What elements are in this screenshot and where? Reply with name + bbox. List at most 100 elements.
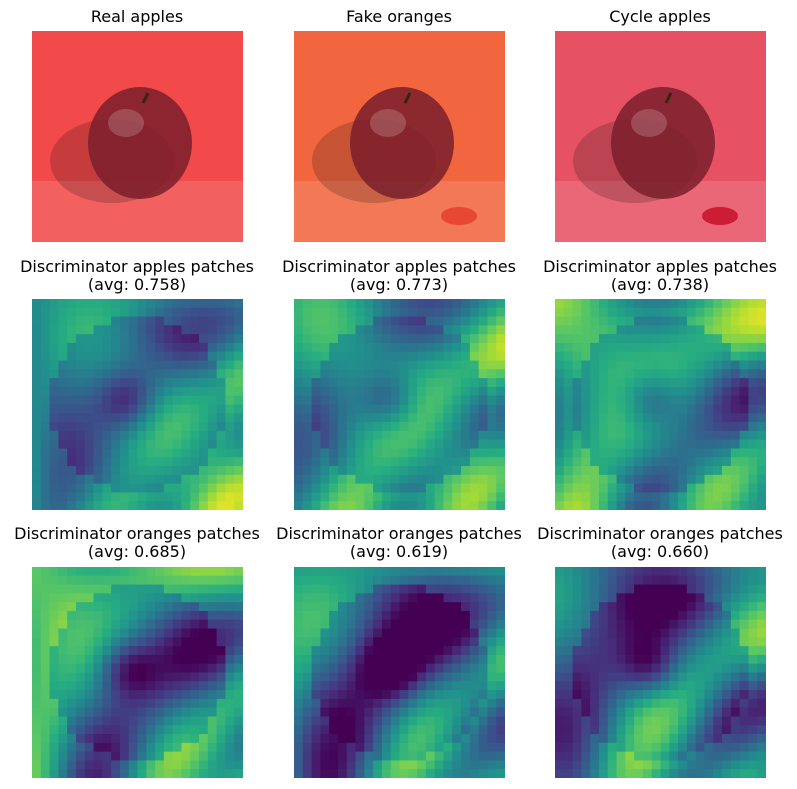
heatmap-cell: [722, 466, 732, 476]
heatmap-cell: [496, 439, 505, 450]
heatmap-cell: [563, 610, 574, 621]
heatmap-cell: [302, 342, 313, 353]
heatmap-cell: [634, 342, 644, 353]
heatmap-cell: [678, 725, 688, 735]
heatmap-cell: [146, 681, 156, 691]
heatmap-cell: [669, 351, 679, 362]
heatmap-cell: [496, 474, 505, 485]
heatmap-cell: [625, 483, 635, 494]
heatmap-cell: [757, 351, 766, 362]
heatmap-cell: [598, 628, 609, 638]
heatmap-cell: [651, 769, 662, 778]
heatmap-cell: [748, 422, 758, 432]
heatmap-cell: [686, 334, 697, 344]
heatmap-cell: [469, 299, 480, 309]
heatmap-cell: [443, 492, 453, 502]
heatmap-cell: [598, 698, 609, 709]
heatmap-cell: [302, 299, 313, 309]
heatmap-cell: [417, 663, 427, 674]
heatmap-cell: [399, 681, 409, 691]
heatmap-cell: [590, 637, 600, 647]
heatmap-cell: [93, 654, 103, 665]
heatmap-cell: [572, 628, 582, 638]
heatmap-cell: [199, 619, 209, 630]
heatmap-cell: [234, 395, 243, 406]
heatmap-cell: [461, 681, 471, 691]
heatmap-cell: [598, 325, 609, 335]
heatmap-cell: [58, 501, 68, 510]
heatmap-cell: [686, 325, 697, 335]
heatmap-cell: [757, 751, 766, 762]
heatmap-cell: [686, 567, 697, 577]
heatmap-cell: [461, 751, 471, 762]
heatmap-cell: [163, 342, 174, 353]
heatmap-cell: [399, 325, 409, 335]
heatmap-cell: [739, 681, 750, 691]
heatmap-cell: [713, 637, 723, 647]
heatmap-cell: [443, 681, 453, 691]
heatmap-cell: [695, 457, 706, 467]
heatmap-cell: [695, 751, 706, 762]
heatmap-cell: [722, 448, 732, 458]
heatmap-cell: [625, 698, 635, 709]
heatmap-cell: [607, 334, 618, 344]
heatmap-cell: [190, 690, 200, 700]
heatmap-cell: [381, 681, 392, 691]
heatmap-cell: [84, 395, 95, 406]
heatmap-cell: [119, 690, 130, 700]
heatmap-cell: [381, 654, 392, 665]
heatmap-cell: [607, 628, 618, 638]
heatmap-cell: [355, 457, 365, 467]
heatmap-cell: [155, 413, 165, 423]
heatmap-cell: [642, 395, 653, 406]
heatmap-cell: [443, 466, 453, 476]
heatmap-cell: [695, 307, 706, 318]
heatmap-cell: [346, 413, 357, 423]
heatmap-cell: [364, 575, 374, 586]
heatmap-cell: [381, 707, 392, 718]
heatmap-cell: [320, 466, 330, 476]
heatmap-cell: [686, 716, 697, 726]
heatmap-cell: [329, 404, 339, 414]
heatmap-cell: [625, 584, 635, 594]
heatmap-cell: [487, 474, 497, 485]
heatmap-cell: [128, 760, 139, 770]
heatmap-cell: [642, 474, 653, 485]
heatmap-cell: [373, 725, 383, 735]
heatmap-cell: [581, 716, 591, 726]
heatmap-cell: [616, 404, 626, 414]
heatmap-cell: [642, 716, 653, 726]
heatmap-cell: [555, 351, 565, 362]
heatmap-cell: [84, 646, 95, 656]
heatmap-cell: [381, 492, 392, 502]
heatmap-cell: [651, 501, 662, 510]
heatmap-cell: [616, 707, 626, 718]
heatmap-cell: [739, 646, 750, 656]
heatmap-cell: [390, 422, 401, 432]
heatmap-cell: [625, 351, 635, 362]
heatmap-cell: [417, 307, 427, 318]
heatmap-cell: [572, 742, 582, 753]
heatmap-cell: [373, 457, 383, 467]
heatmap-cell: [207, 637, 218, 647]
panel-subtitle: (avg: 0.660): [610, 542, 710, 561]
heatmap-cell: [329, 360, 339, 370]
heatmap-cell: [555, 681, 565, 691]
heatmap-cell: [181, 628, 191, 638]
heatmap-cell: [337, 707, 348, 718]
heatmap-cell: [337, 448, 348, 458]
heatmap-cell: [93, 698, 103, 709]
heatmap-cell: [355, 430, 365, 441]
heatmap-cell: [616, 342, 626, 353]
heatmap-cell: [146, 575, 156, 586]
panel-title-text: Discriminator oranges patches: [14, 524, 260, 543]
heatmap-cell: [572, 492, 582, 502]
heatmap-cell: [119, 448, 130, 458]
heatmap-cell: [294, 602, 304, 612]
heatmap-cell: [102, 351, 112, 362]
apples-patches-heatmap: [32, 299, 243, 510]
heatmap-cell: [607, 698, 618, 709]
heatmap-cell: [417, 483, 427, 494]
heatmap-cell: [199, 395, 209, 406]
heatmap-cell: [461, 492, 471, 502]
